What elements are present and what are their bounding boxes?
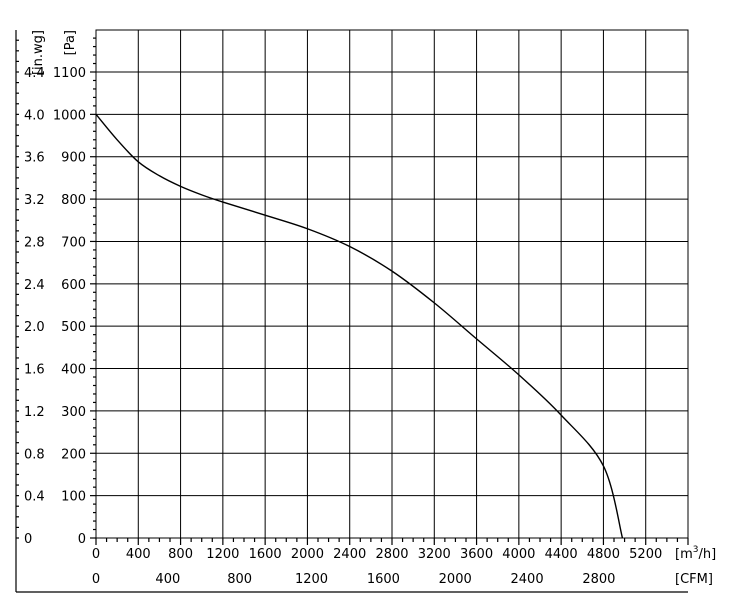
x-tick-label-m3h: 800 [168, 547, 193, 562]
x-tick-label-cfm: 2400 [511, 572, 544, 587]
grid [95, 29, 689, 539]
y-axis-label-pa: [Pa] [63, 30, 78, 55]
y-tick-label-pa: 300 [61, 405, 86, 420]
y-tick-label-pa: 100 [61, 490, 86, 505]
x-tick-label-m3h: 2000 [291, 547, 324, 562]
x-tick-label-cfm: 2000 [439, 572, 472, 587]
y-tick-label-pa: 600 [61, 278, 86, 293]
x-tick-labels: 0 400 800 1200 1600 2000 2400 2800 3200 3600 4000 4… [92, 547, 662, 587]
y-tick-label-inwg: 0 [24, 532, 32, 547]
x-tick-label-m3h: 2800 [375, 547, 408, 562]
y-tick-label-inwg: 4.0 [24, 108, 45, 123]
y-tick-label-inwg: 4.4 [24, 66, 45, 81]
x-tick-label-cfm: 800 [227, 572, 252, 587]
x-tick-label-cfm: 1600 [367, 572, 400, 587]
y-tick-label-pa: 900 [61, 151, 86, 166]
y-tick-label-pa: 1100 [53, 66, 86, 81]
x-axis-label-cfm: [CFM] [675, 572, 713, 587]
x-tick-label-m3h: 4800 [587, 547, 620, 562]
y-tick-label-pa: 400 [61, 363, 86, 378]
y-tick-label-inwg: 1.2 [24, 405, 45, 420]
y-tick-labels: 0 0 0.4 100 0.8 200 1.2 300 1.6 400 2.0 500 2.4 600 2.… [24, 66, 86, 547]
x-tick-label-cfm: 1200 [295, 572, 328, 587]
x-tick-label-cfm: 400 [155, 572, 180, 587]
y-tick-label-inwg: 3.2 [24, 193, 45, 208]
x-tick-label-cfm: 0 [92, 572, 100, 587]
y-tick-label-inwg: 1.6 [24, 363, 45, 378]
y-tick-label-pa: 500 [61, 320, 86, 335]
x-tick-label-m3h: 3600 [460, 547, 493, 562]
y-tick-label-inwg: 0.8 [24, 447, 45, 462]
y-tick-label-inwg: 2.4 [24, 278, 45, 293]
x-tick-label-m3h: 5200 [629, 547, 662, 562]
y-tick-label-pa: 0 [78, 532, 86, 547]
curve [95, 113, 624, 539]
x-axis-label-m3h: [m3/h] [675, 545, 716, 562]
y-tick-label-inwg: 3.6 [24, 151, 45, 166]
x-tick-label-m3h: 3200 [418, 547, 451, 562]
x-tick-label-m3h: 4400 [545, 547, 578, 562]
axes [15, 30, 688, 593]
y-tick-label-pa: 700 [61, 235, 86, 250]
y-tick-label-pa: 800 [61, 193, 86, 208]
y-tick-label-inwg: 0.4 [24, 490, 45, 505]
x-tick-label-m3h: 0 [92, 547, 100, 562]
x-tick-label-m3h: 1600 [249, 547, 282, 562]
x-tick-label-m3h: 1200 [206, 547, 239, 562]
x-tick-label-cfm: 2800 [582, 572, 615, 587]
y-axis-label-inwg: [in.wg] [31, 30, 46, 75]
y-tick-label-inwg: 2.0 [24, 320, 45, 335]
y-tick-label-pa: 200 [61, 447, 86, 462]
x-tick-label-m3h: 400 [126, 547, 151, 562]
y-tick-label-pa: 1000 [53, 108, 86, 123]
pressure-flow-curve [95, 113, 624, 539]
x-tick-label-m3h: 2400 [333, 547, 366, 562]
y-tick-label-inwg: 2.8 [24, 235, 45, 250]
x-tick-label-m3h: 4000 [502, 547, 535, 562]
